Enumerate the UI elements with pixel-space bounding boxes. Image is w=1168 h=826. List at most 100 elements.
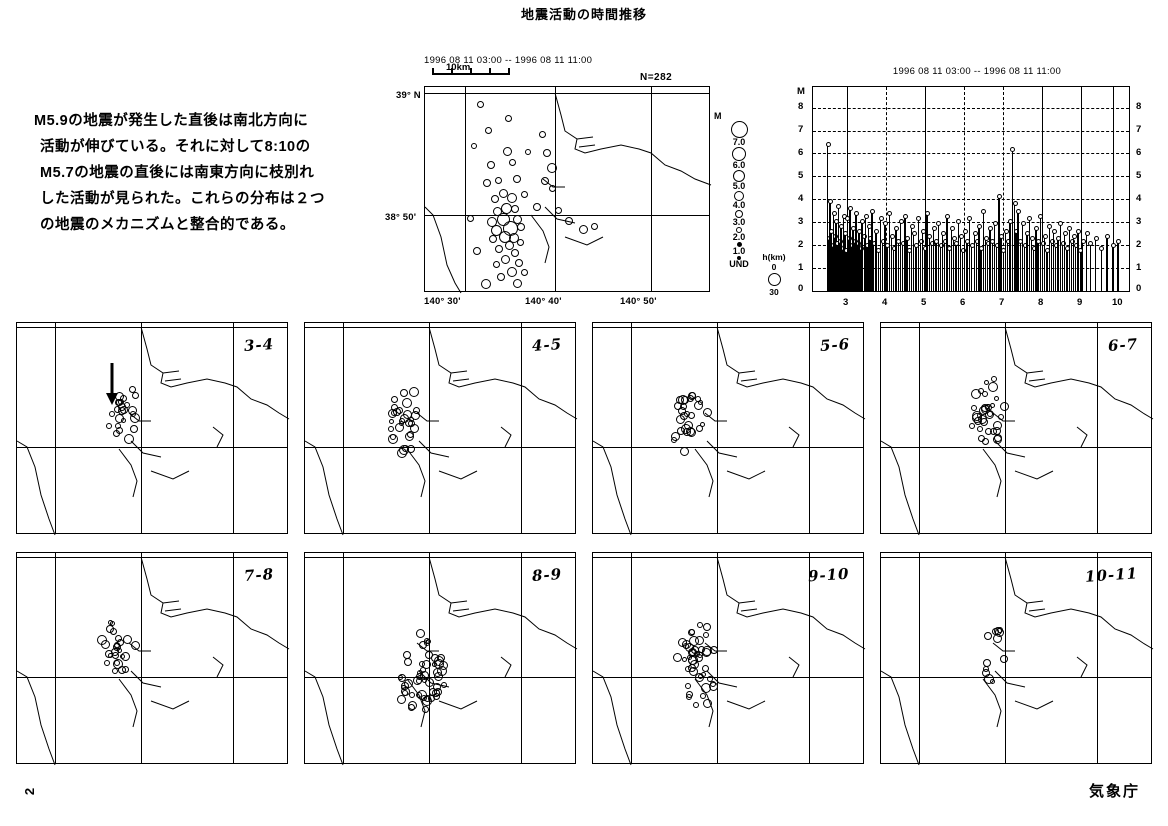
agency-name: 気象庁 [1088, 783, 1140, 800]
depth-legend-value: 0 [771, 262, 777, 272]
epicenter-marker [96, 634, 107, 645]
panel-frame [304, 552, 578, 766]
mt-event-stem [970, 246, 973, 291]
time-slice-panel[interactable]: 5-6 [592, 322, 866, 536]
epicenter-marker [680, 395, 689, 404]
epicenter-map[interactable] [424, 86, 712, 294]
panel-frame [592, 552, 866, 766]
mt-ytick-left: 7 [798, 124, 804, 135]
mt-event-marker [992, 221, 998, 227]
panel-frame [880, 322, 1154, 536]
mt-event-stem [919, 241, 922, 291]
mt-event-marker [925, 211, 931, 217]
mt-xtick: 9 [1077, 297, 1083, 308]
mt-event-stem [1011, 149, 1013, 291]
mt-event-stem [1070, 241, 1073, 291]
epicenter-marker [402, 410, 412, 420]
mt-event-marker [903, 213, 908, 219]
epicenter-marker [688, 629, 695, 635]
time-slice-panel[interactable]: 9-10 [592, 552, 866, 766]
epicenter-marker [120, 653, 126, 659]
epicenter-marker [692, 702, 699, 709]
mag-legend-value: 3.0 [732, 217, 746, 227]
magnitude-time-plot[interactable] [812, 86, 1130, 292]
mt-event-stem [899, 221, 902, 291]
mt-event-stem [966, 241, 968, 291]
mt-event-stem [866, 246, 868, 291]
mt-event-stem [908, 251, 910, 291]
mt-event-stem [1007, 241, 1009, 291]
narrative-line: した活動が見られた。これらの分布は２つ [40, 191, 325, 207]
mt-ytick-right: 8 [1136, 101, 1142, 112]
epicenter-marker [968, 423, 975, 429]
mt-event-marker [951, 236, 957, 241]
mt-yaxis-title: M [797, 86, 805, 97]
mt-event-marker [1105, 233, 1110, 239]
mt-event-marker [1010, 146, 1016, 152]
mt-event-stem [875, 231, 877, 291]
mt-event-stem [987, 244, 989, 291]
epicenter-marker [401, 444, 409, 452]
epicenter-marker [707, 675, 713, 682]
mt-ytick-left: 6 [798, 147, 804, 158]
epicenter-marker [421, 705, 429, 713]
mt-event-marker [949, 226, 955, 232]
mt-ytick-right: 3 [1136, 216, 1142, 227]
time-slice-panel[interactable]: 7-8 [16, 552, 290, 766]
mt-event-stem [890, 236, 893, 291]
mt-event-stem [882, 241, 884, 291]
epicenter-marker [131, 641, 141, 651]
mt-event-marker [1047, 223, 1053, 229]
mt-event-stem [1057, 239, 1059, 291]
epicenter-marker [700, 682, 711, 693]
epicenter-marker [978, 435, 986, 443]
mt-event-stem [1068, 229, 1070, 291]
mt-event-stem [836, 244, 838, 291]
epicenter-marker [415, 692, 422, 699]
epicenter-marker [389, 418, 395, 424]
epicenter-marker [695, 672, 705, 682]
epicenter-marker [984, 403, 992, 411]
magnitude-legend: M 7.0 6.0 5.0 4.0 3.0 2.0 1.0 UND [714, 112, 764, 298]
time-slice-panel[interactable]: 4-5 [304, 322, 578, 536]
mt-xtick: 8 [1038, 297, 1044, 308]
mt-event-stem [828, 239, 830, 291]
epicenter-marker [409, 692, 416, 699]
mt-event-marker [868, 236, 874, 241]
mt-event-marker [1093, 236, 1099, 241]
epicenter-marker [703, 622, 711, 631]
mt-plot-header: 1996 08 11 03:00 -- 1996 08 11 11:00 [892, 66, 1062, 77]
epicenter-marker [404, 679, 414, 688]
mt-event-marker [997, 194, 1002, 199]
mt-xtick: 4 [882, 297, 888, 308]
time-slice-panel[interactable]: 8-9 [304, 552, 578, 766]
mt-event-marker [858, 245, 864, 251]
epicenter-marker [992, 634, 1002, 644]
mt-event-stem [1021, 224, 1024, 291]
epicenter-marker [120, 417, 126, 423]
time-slice-panel[interactable]: 3-4 [16, 322, 290, 536]
depth-legend: h(km) 0 30 [752, 252, 796, 297]
epicenter-marker [984, 427, 992, 435]
mt-xtick: 7 [999, 297, 1005, 308]
narrative-line: M5.9の地震が発生した直後は南北方向に [34, 113, 309, 129]
magnitude-legend-title: M [714, 111, 722, 121]
time-slice-panel[interactable]: 10-11 [880, 552, 1154, 766]
epicenter-marker [434, 671, 444, 681]
time-slice-panel[interactable]: 6-7 [880, 322, 1154, 536]
epicenter-marker [419, 641, 428, 650]
epicenter-marker [984, 410, 994, 419]
mt-event-marker [1012, 201, 1018, 207]
map-xtick-14050: 140° 50' [620, 296, 657, 307]
mt-event-marker [855, 241, 861, 246]
panel-frame [592, 322, 866, 536]
mt-event-stem [910, 226, 913, 291]
map-scalebar: 10km [432, 62, 510, 75]
narrative-line: の地震のメカニズムと整合的である。 [40, 217, 295, 233]
mt-event-marker [1071, 233, 1077, 239]
mt-event-stem [873, 244, 875, 291]
epicenter-marker [976, 426, 983, 433]
mag-legend-value: 1.0 [732, 246, 746, 256]
mt-xtick: 6 [960, 297, 966, 308]
mag-legend-value: 7.0 [732, 137, 746, 147]
